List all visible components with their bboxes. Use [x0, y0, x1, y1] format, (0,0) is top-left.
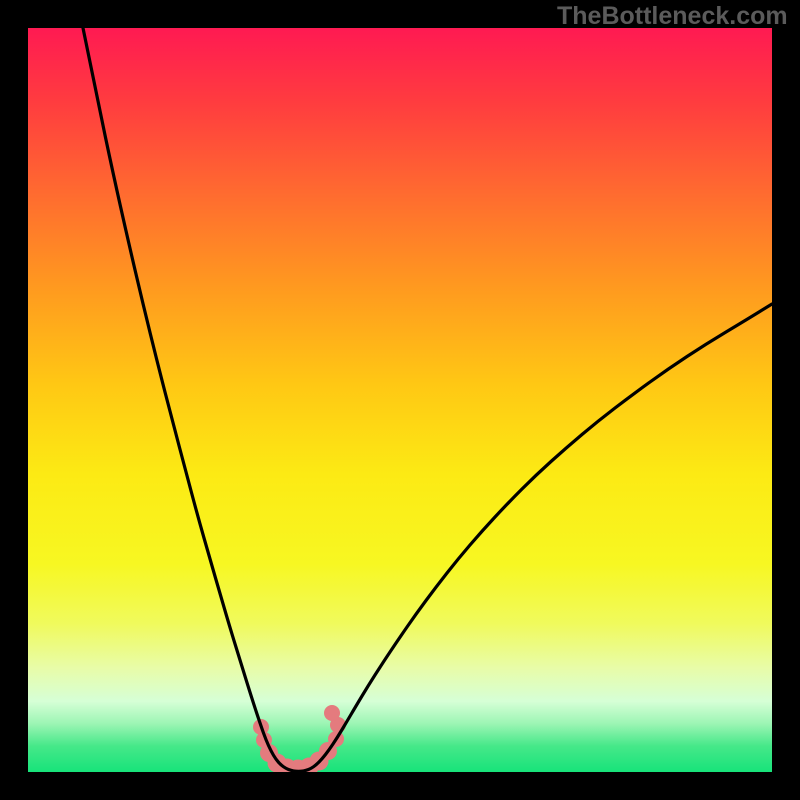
marker-dot	[324, 705, 340, 721]
bottleneck-curve	[83, 28, 772, 771]
watermark-text: TheBottleneck.com	[557, 2, 788, 31]
plot-area	[28, 28, 772, 772]
chart-svg	[28, 28, 772, 772]
